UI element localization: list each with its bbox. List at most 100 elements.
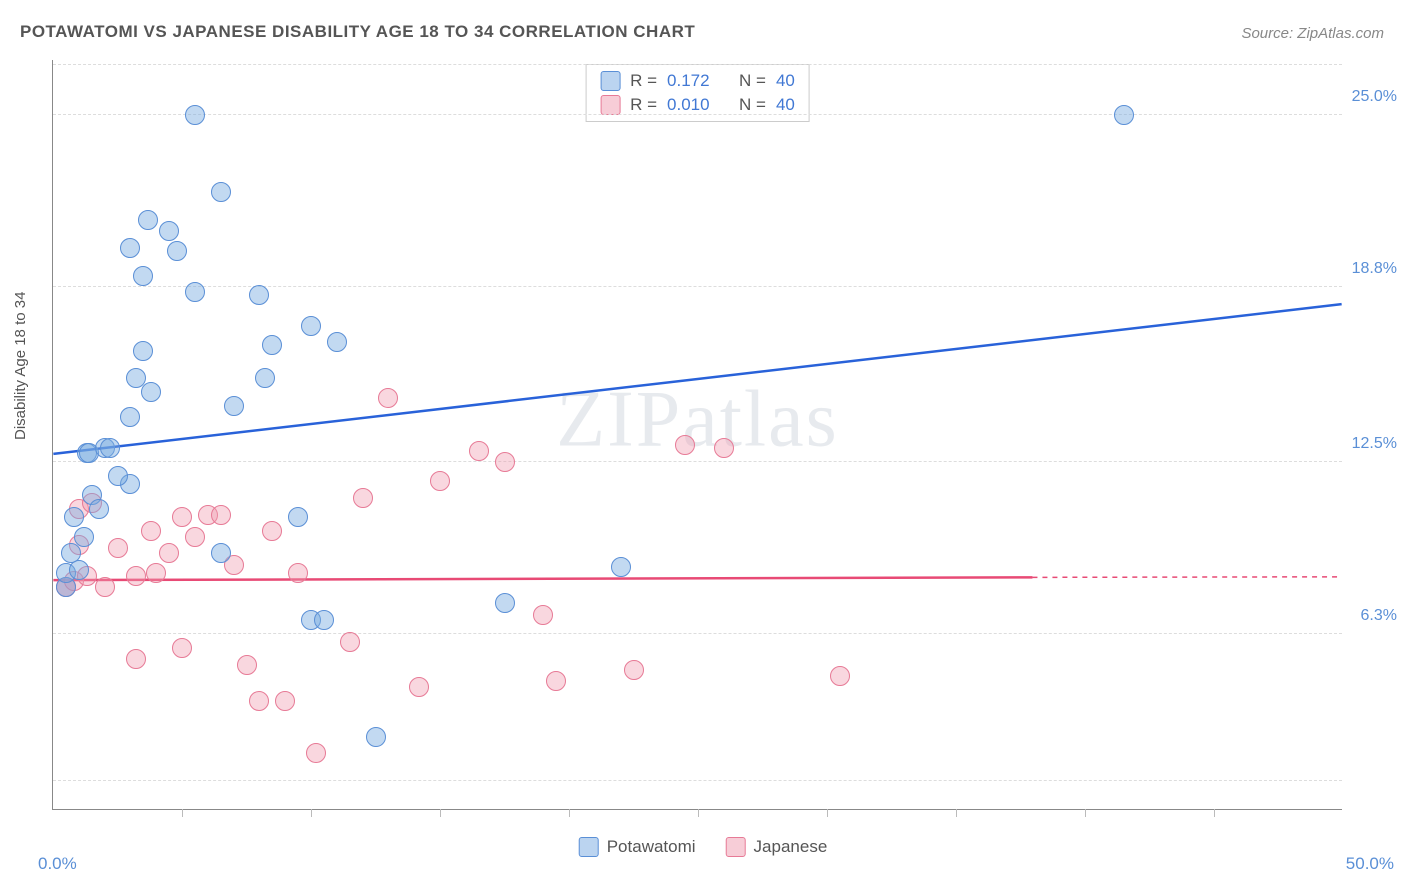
scatter-point-potawatomi [69,560,89,580]
legend-item-japanese: Japanese [726,837,828,857]
scatter-point-japanese [430,471,450,491]
scatter-point-potawatomi [366,727,386,747]
x-tick [1085,809,1086,817]
scatter-point-potawatomi [211,182,231,202]
chart-source: Source: ZipAtlas.com [1241,25,1384,42]
plot-area: ZIPatlas R = 0.172 N = 40 R = 0.010 N = … [52,60,1342,810]
scatter-point-japanese [108,538,128,558]
scatter-point-japanese [624,660,644,680]
scatter-point-japanese [172,638,192,658]
x-tick [182,809,183,817]
scatter-point-japanese [237,655,257,675]
scatter-point-potawatomi [314,610,334,630]
trend-line [53,304,1341,454]
scatter-point-potawatomi [89,499,109,519]
swatch-pink-icon [726,837,746,857]
scatter-point-japanese [249,691,269,711]
y-tick-label: 25.0% [1352,88,1397,106]
scatter-point-potawatomi [120,238,140,258]
grid-line [53,114,1342,115]
scatter-point-japanese [469,441,489,461]
y-tick-label: 12.5% [1352,435,1397,453]
scatter-point-potawatomi [108,466,128,486]
scatter-point-potawatomi [185,282,205,302]
scatter-point-potawatomi [327,332,347,352]
grid-line [53,780,1342,781]
trend-lines-svg [53,60,1342,809]
scatter-point-potawatomi [133,341,153,361]
scatter-point-japanese [409,677,429,697]
swatch-blue-icon [579,837,599,857]
scatter-point-potawatomi [64,507,84,527]
legend-label-potawatomi: Potawatomi [607,837,696,857]
r-label: R = [630,95,657,115]
scatter-point-potawatomi [133,266,153,286]
y-tick-label: 18.8% [1352,260,1397,278]
scatter-point-japanese [340,632,360,652]
x-tick [569,809,570,817]
scatter-point-japanese [495,452,515,472]
scatter-point-japanese [675,435,695,455]
scatter-point-japanese [95,577,115,597]
grid-line [53,64,1342,65]
scatter-point-potawatomi [301,316,321,336]
scatter-point-japanese [533,605,553,625]
scatter-point-potawatomi [495,593,515,613]
n-value-potawatomi: 40 [776,71,795,91]
scatter-point-potawatomi [138,210,158,230]
scatter-point-potawatomi [1114,105,1134,125]
x-tick [827,809,828,817]
r-value-japanese: 0.010 [667,95,710,115]
scatter-point-potawatomi [211,543,231,563]
scatter-point-japanese [262,521,282,541]
legend-label-japanese: Japanese [754,837,828,857]
scatter-point-potawatomi [262,335,282,355]
scatter-point-potawatomi [255,368,275,388]
scatter-point-japanese [288,563,308,583]
x-tick [956,809,957,817]
swatch-pink-icon [600,95,620,115]
x-tick [1214,809,1215,817]
scatter-point-japanese [275,691,295,711]
scatter-point-potawatomi [249,285,269,305]
scatter-point-japanese [353,488,373,508]
n-value-japanese: 40 [776,95,795,115]
scatter-point-japanese [378,388,398,408]
n-label: N = [739,95,766,115]
bottom-legend: Potawatomi Japanese [579,837,828,857]
n-label: N = [739,71,766,91]
scatter-point-japanese [172,507,192,527]
scatter-point-japanese [126,566,146,586]
trend-line [53,577,1032,580]
chart-title: POTAWATOMI VS JAPANESE DISABILITY AGE 18… [20,22,695,42]
x-tick [311,809,312,817]
scatter-point-potawatomi [120,407,140,427]
watermark-text: ZIPatlas [556,374,839,465]
scatter-point-japanese [546,671,566,691]
grid-line [53,461,1342,462]
scatter-point-potawatomi [159,221,179,241]
scatter-point-potawatomi [167,241,187,261]
x-tick [698,809,699,817]
scatter-point-japanese [185,527,205,547]
r-value-potawatomi: 0.172 [667,71,710,91]
scatter-point-japanese [830,666,850,686]
scatter-point-potawatomi [611,557,631,577]
scatter-point-japanese [306,743,326,763]
r-label: R = [630,71,657,91]
x-axis-max-label: 50.0% [1346,854,1394,874]
scatter-point-japanese [126,649,146,669]
scatter-point-potawatomi [288,507,308,527]
x-tick [440,809,441,817]
swatch-blue-icon [600,71,620,91]
y-axis-label: Disability Age 18 to 34 [12,292,29,440]
grid-line [53,633,1342,634]
scatter-point-japanese [159,543,179,563]
scatter-point-japanese [146,563,166,583]
y-tick-label: 6.3% [1361,607,1397,625]
scatter-point-potawatomi [74,527,94,547]
scatter-point-japanese [141,521,161,541]
scatter-point-potawatomi [141,382,161,402]
scatter-point-potawatomi [224,396,244,416]
scatter-point-japanese [211,505,231,525]
